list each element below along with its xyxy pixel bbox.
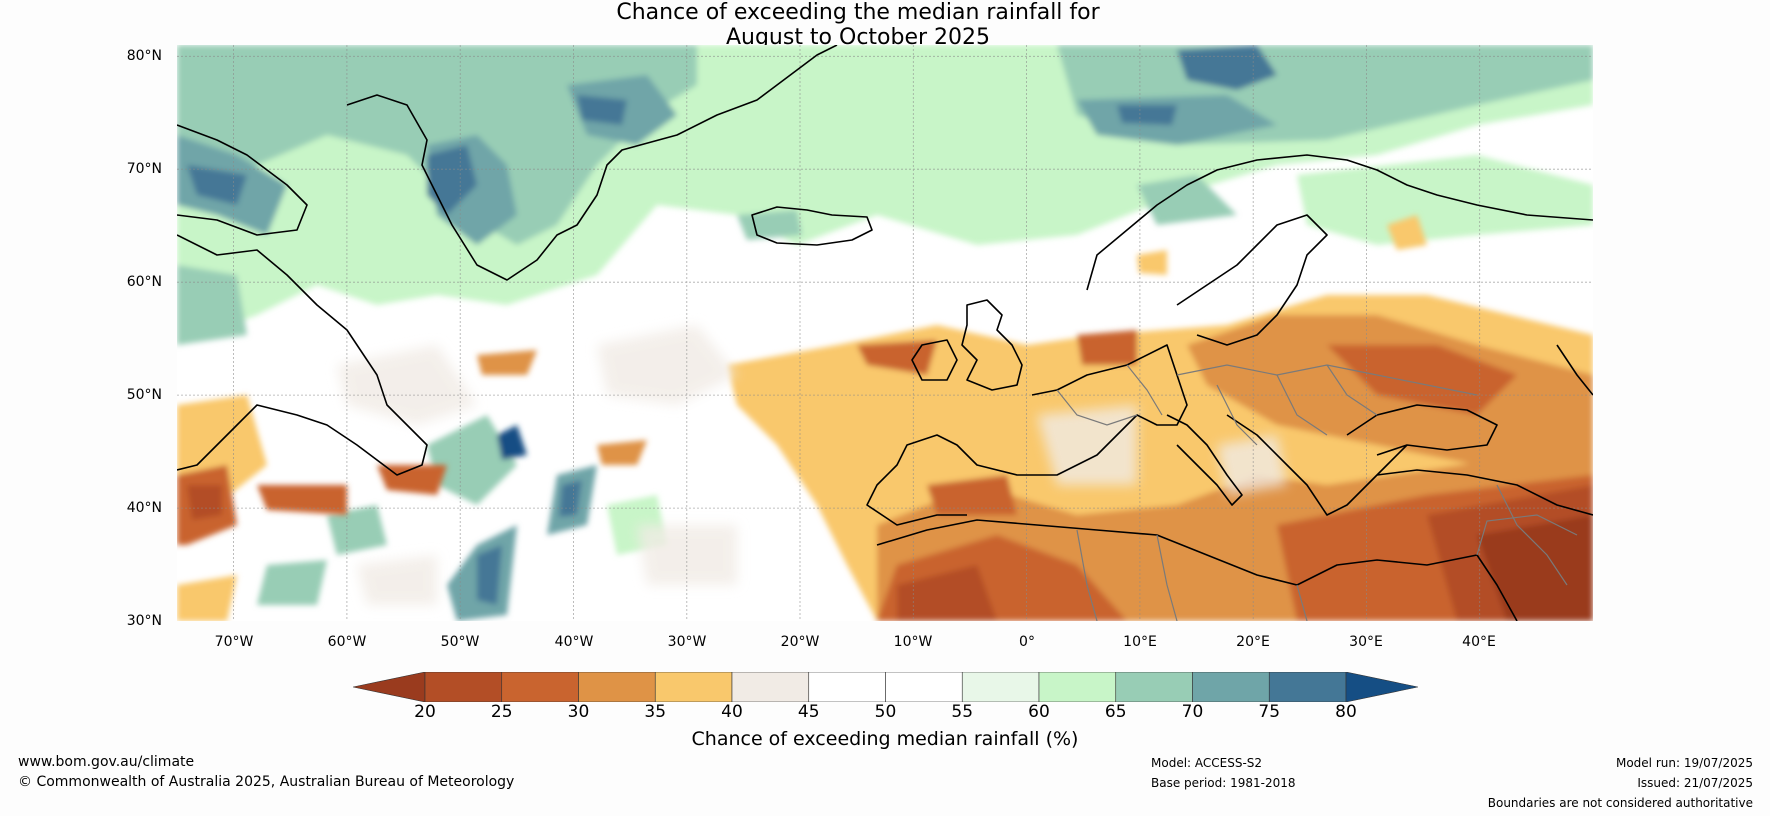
balkans-coast <box>1226 414 1408 516</box>
base-period-text: Base period: 1981-2018 <box>1151 776 1296 790</box>
colorbar-tick-label: 25 <box>490 702 513 722</box>
black-sea-coast <box>1346 404 1498 456</box>
colorbar-segment <box>1268 672 1347 702</box>
lat-label-60n: 60°N <box>126 274 162 290</box>
scandinavia-coast <box>1086 154 1593 291</box>
colorbar-extend-low <box>353 672 426 702</box>
near-normal-layer <box>337 325 1287 605</box>
lon-label-0: 0° <box>1019 634 1035 650</box>
labrador-coast <box>177 234 428 476</box>
coastlines <box>177 45 1593 621</box>
lon-label-20w: 20°W <box>780 634 820 650</box>
colorbar-segment <box>961 672 1040 702</box>
chart-title: Chance of exceeding the median rainfall … <box>0 0 1770 50</box>
colorbar-tick-label: 65 <box>1104 702 1127 722</box>
lon-label-70w: 70°W <box>214 634 254 650</box>
colorbar-tick-label: 45 <box>797 702 820 722</box>
colorbar-tick-label: 50 <box>874 702 897 722</box>
colorbar-tick-label: 35 <box>644 702 667 722</box>
colorbar-segment <box>731 672 810 702</box>
lat-label-30n: 30°N <box>126 613 162 629</box>
issued-text: Issued: 21/07/2025 <box>1637 776 1753 790</box>
rainfall-map <box>177 45 1593 621</box>
iceland-coast <box>751 206 873 246</box>
colorbar-tick-label: 20 <box>414 702 436 722</box>
colorbar-segment <box>424 672 503 702</box>
colorbar-segment <box>1038 672 1117 702</box>
lon-label-30w: 30°W <box>667 634 707 650</box>
country-boundaries <box>1056 364 1578 621</box>
colorbar-tick-label: 40 <box>721 702 743 722</box>
lon-label-10w: 10°W <box>893 634 933 650</box>
lon-label-10e: 10°E <box>1123 634 1157 650</box>
colorbar-tick-label: 70 <box>1181 702 1204 722</box>
map-svg <box>177 45 1593 621</box>
turkey-coast <box>1376 469 1593 516</box>
lat-label-50n: 50°N <box>126 387 162 403</box>
north-africa-coast <box>876 519 1518 621</box>
lat-label-40n: 40°N <box>126 500 162 516</box>
colorbar-tick-label: 55 <box>951 702 974 722</box>
italy-coast <box>1166 414 1243 506</box>
disclaimer-text: Boundaries are not considered authoritat… <box>1487 796 1753 810</box>
lon-label-20e: 20°E <box>1236 634 1270 650</box>
baltic-coast <box>1176 214 1328 346</box>
colorbar-tick-label: 60 <box>1028 702 1050 722</box>
caspian-coast <box>1556 344 1593 396</box>
colorbar <box>353 672 1418 702</box>
copyright-text: © Commonwealth of Australia 2025, Austra… <box>18 774 515 790</box>
lon-label-50w: 50°W <box>440 634 480 650</box>
colorbar-segment <box>1115 672 1193 702</box>
great-britain-coast <box>961 299 1023 391</box>
ireland-coast <box>911 339 958 381</box>
colorbar-segment <box>1192 672 1270 702</box>
colorbar-tick-label: 75 <box>1258 702 1281 722</box>
graticule <box>177 45 1593 621</box>
dry-anomaly-layer <box>177 215 1593 621</box>
lat-label-80n: 80°N <box>126 48 162 64</box>
title-line-1: Chance of exceeding the median rainfall … <box>616 0 1100 25</box>
lon-label-40e: 40°E <box>1462 634 1496 650</box>
colorbar-segments <box>353 672 1418 702</box>
colorbar-tick-label: 80 <box>1335 702 1357 722</box>
model-text: Model: ACCESS-S2 <box>1151 756 1263 770</box>
colorbar-extend-high <box>1345 672 1418 702</box>
canada-coast <box>177 124 308 236</box>
europe-coast <box>866 344 1188 526</box>
lat-label-70n: 70°N <box>126 161 162 177</box>
website-text: www.bom.gov.au/climate <box>18 754 195 770</box>
colorbar-segment <box>808 672 886 702</box>
colorbar-segment <box>501 672 579 702</box>
lon-label-30e: 30°E <box>1349 634 1383 650</box>
wet-anomaly-layer <box>177 45 1593 621</box>
colorbar-tick-label: 30 <box>567 702 590 722</box>
greenland-coast <box>346 45 838 281</box>
lon-label-60w: 60°W <box>327 634 367 650</box>
lon-label-40w: 40°W <box>554 634 594 650</box>
colorbar-segment <box>885 672 963 702</box>
colorbar-segment <box>654 672 733 702</box>
colorbar-label: Chance of exceeding median rainfall (%) <box>691 728 1079 750</box>
model-run-text: Model run: 19/07/2025 <box>1615 756 1753 770</box>
colorbar-segment <box>578 672 656 702</box>
